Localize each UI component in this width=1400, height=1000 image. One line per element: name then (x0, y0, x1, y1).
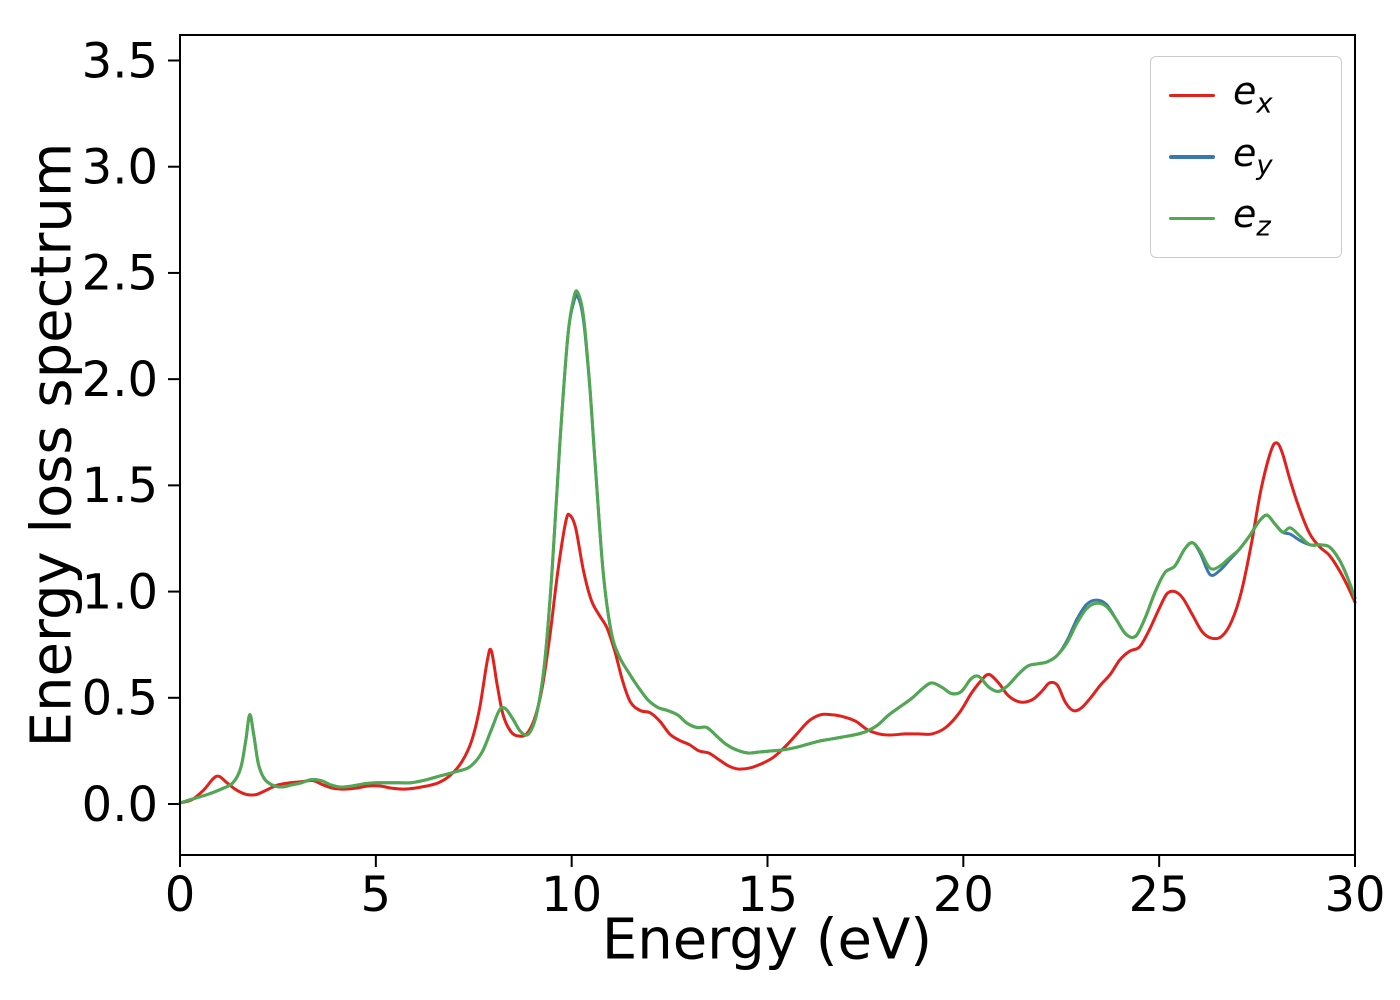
legend-label-ex: ex (1233, 69, 1273, 120)
x-tick-label: 0 (165, 867, 196, 923)
legend-label-ey: ey (1233, 130, 1273, 182)
y-tick-label: 2.0 (82, 352, 158, 408)
x-tick-label: 15 (737, 867, 798, 923)
y-tick-label: 0.5 (82, 671, 158, 727)
plot-frame (179, 34, 1356, 856)
x-axis-label: Energy (eV) (601, 907, 933, 973)
x-tick-label: 25 (1129, 867, 1190, 923)
series-line-ez (178, 289, 1357, 805)
y-axis-label: Energy loss spectrum (19, 142, 85, 748)
legend-entry-ex: ex (1169, 69, 1323, 120)
series-line-ey (178, 293, 1357, 805)
legend-label-ez: ez (1233, 192, 1271, 243)
y-tick-label: 1.0 (82, 564, 158, 620)
legend-line-ey (1169, 155, 1215, 159)
legend-entry-ey: ey (1169, 130, 1323, 182)
legend-line-ez (1169, 216, 1215, 221)
legend: ex ey ez (1150, 56, 1342, 259)
series-line-ex (178, 441, 1357, 805)
x-tick-label: 30 (1324, 867, 1385, 923)
x-tick-label: 5 (361, 867, 392, 923)
y-tick-label: 0.0 (82, 777, 158, 833)
y-tick-label: 2.5 (82, 246, 158, 302)
legend-line-ex (1169, 93, 1215, 98)
y-tick-label: 3.0 (82, 140, 158, 196)
x-tick-label: 20 (933, 867, 994, 923)
y-tick-label: 1.5 (82, 458, 158, 514)
legend-entry-ez: ez (1169, 192, 1323, 243)
x-tick-label: 10 (541, 867, 602, 923)
y-tick-label: 3.5 (82, 33, 158, 89)
